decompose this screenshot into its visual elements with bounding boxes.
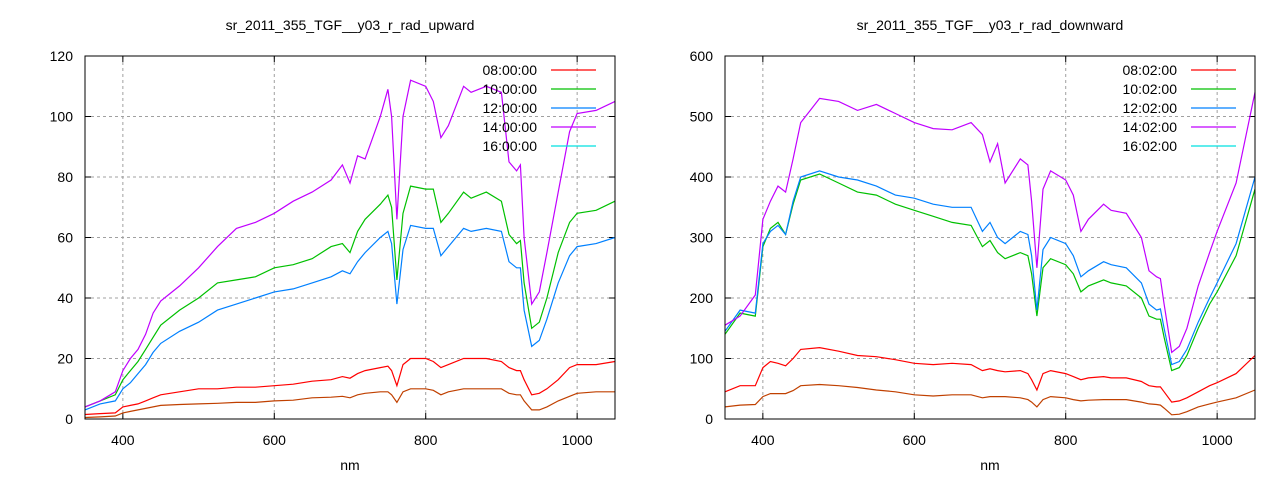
chart-title: sr_2011_355_TGF__y03_r_rad_upward bbox=[226, 17, 475, 33]
plot-frame bbox=[724, 55, 1256, 420]
legend-label: 10:00:00 bbox=[483, 81, 538, 97]
plot-frame bbox=[84, 55, 616, 420]
series-line-140200 bbox=[724, 92, 1256, 354]
legend-label: 14:00:00 bbox=[483, 119, 538, 135]
x-tick-label: 1000 bbox=[562, 432, 593, 448]
legend-label: 14:02:00 bbox=[1123, 119, 1178, 135]
x-tick-label: 600 bbox=[903, 432, 927, 448]
y-tick-label: 500 bbox=[690, 109, 714, 125]
x-tick-label: 1000 bbox=[1202, 432, 1233, 448]
series-line-140000 bbox=[84, 79, 616, 408]
x-tick-label: 600 bbox=[263, 432, 287, 448]
legend-label: 12:00:00 bbox=[483, 100, 538, 116]
series-line-120200 bbox=[724, 170, 1256, 366]
y-tick-label: 120 bbox=[50, 48, 74, 64]
legend-label: 12:02:00 bbox=[1123, 100, 1178, 116]
chart-panel-upward: sr_2011_355_TGF__y03_r_rad_upward nm 0 20… bbox=[50, 17, 616, 473]
legend-label: 08:00:00 bbox=[483, 62, 538, 78]
y-tick-label: 200 bbox=[690, 290, 714, 306]
y-tick-label: 60 bbox=[57, 230, 73, 246]
x-tick-label: 400 bbox=[111, 432, 135, 448]
y-tick-label: 100 bbox=[690, 351, 714, 367]
chart-title: sr_2011_355_TGF__y03_r_rad_downward bbox=[857, 17, 1124, 33]
legend-label: 16:02:00 bbox=[1123, 138, 1178, 154]
y-tick-label: 600 bbox=[690, 48, 714, 64]
x-axis-label: nm bbox=[980, 457, 999, 473]
y-tick-label: 0 bbox=[705, 411, 713, 427]
chart-panel-downward: sr_2011_355_TGF__y03_r_rad_downward nm 0… bbox=[690, 17, 1256, 473]
y-tick-label: 80 bbox=[57, 169, 73, 185]
series-line-120000 bbox=[84, 224, 616, 411]
y-tick-label: 0 bbox=[65, 411, 73, 427]
x-axis-label: nm bbox=[340, 457, 359, 473]
series-line-100000 bbox=[84, 185, 616, 408]
legend-label: 10:02:00 bbox=[1123, 81, 1178, 97]
y-tick-label: 40 bbox=[57, 290, 73, 306]
x-tick-label: 800 bbox=[1054, 432, 1078, 448]
legend-label: 16:00:00 bbox=[483, 138, 538, 154]
y-tick-label: 400 bbox=[690, 169, 714, 185]
x-tick-label: 400 bbox=[751, 432, 775, 448]
series-line-080200 bbox=[724, 346, 1256, 403]
series-line-100200 bbox=[724, 173, 1256, 372]
x-tick-label: 800 bbox=[414, 432, 438, 448]
legend-label: 08:02:00 bbox=[1123, 62, 1178, 78]
series-line-080000 bbox=[84, 357, 616, 416]
y-tick-label: 100 bbox=[50, 109, 74, 125]
series-line-160000 bbox=[84, 388, 615, 419]
y-tick-label: 300 bbox=[690, 230, 714, 246]
series-line-160200 bbox=[724, 383, 1256, 416]
y-tick-label: 20 bbox=[57, 351, 73, 367]
